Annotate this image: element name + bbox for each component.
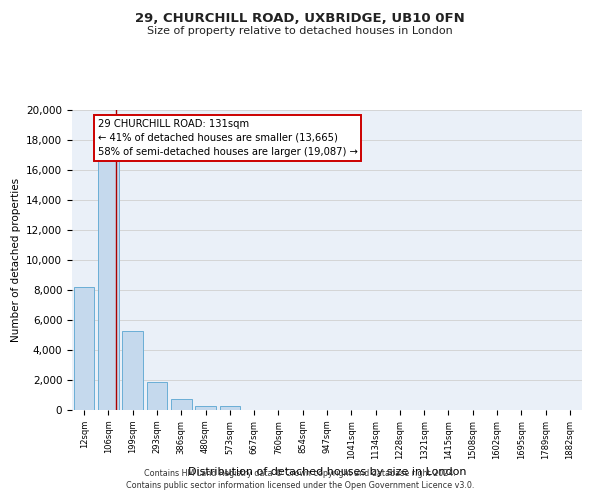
Bar xyxy=(171,399,191,410)
Bar xyxy=(98,161,119,410)
Bar xyxy=(195,406,216,410)
Y-axis label: Number of detached properties: Number of detached properties xyxy=(11,178,20,342)
X-axis label: Distribution of detached houses by size in London: Distribution of detached houses by size … xyxy=(188,467,466,477)
Text: 29 CHURCHILL ROAD: 131sqm
← 41% of detached houses are smaller (13,665)
58% of s: 29 CHURCHILL ROAD: 131sqm ← 41% of detac… xyxy=(97,119,358,157)
Bar xyxy=(122,330,143,410)
Text: Contains HM Land Registry data © Crown copyright and database right 2024.: Contains HM Land Registry data © Crown c… xyxy=(144,468,456,477)
Bar xyxy=(146,382,167,410)
Bar xyxy=(74,287,94,410)
Text: 29, CHURCHILL ROAD, UXBRIDGE, UB10 0FN: 29, CHURCHILL ROAD, UXBRIDGE, UB10 0FN xyxy=(135,12,465,26)
Text: Contains public sector information licensed under the Open Government Licence v3: Contains public sector information licen… xyxy=(126,481,474,490)
Bar xyxy=(220,406,240,410)
Text: Size of property relative to detached houses in London: Size of property relative to detached ho… xyxy=(147,26,453,36)
